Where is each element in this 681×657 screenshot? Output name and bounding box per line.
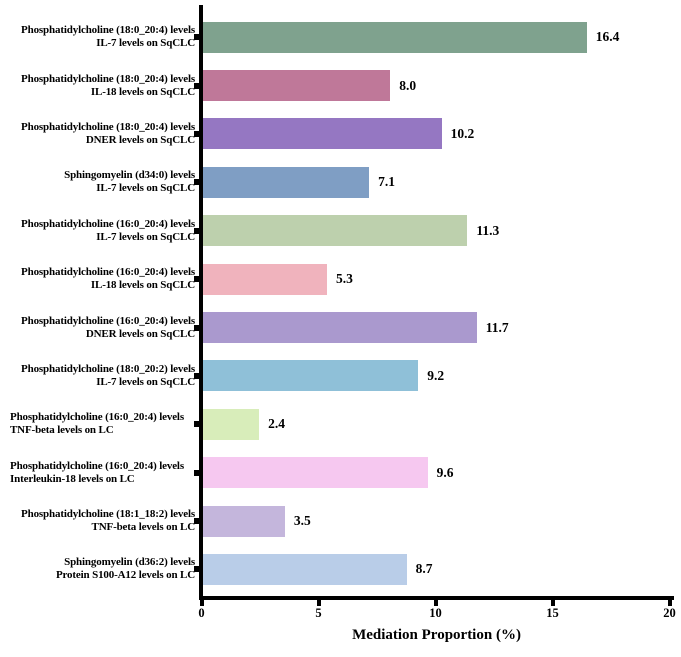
category-label: Phosphatidylcholine (16:0_20:4) levels I…: [21, 266, 195, 292]
bar-area: 5.3: [203, 263, 674, 295]
category-label: Phosphatidylcholine (18:0_20:4) levels I…: [21, 24, 195, 50]
bar: [203, 118, 442, 150]
category-label: Phosphatidylcholine (16:0_20:4) levels T…: [10, 411, 184, 437]
bar-area: 11.3: [203, 215, 674, 247]
category-label: Phosphatidylcholine (18:1_18:2) levels T…: [21, 508, 195, 534]
bar-row: Phosphatidylcholine (16:0_20:4) levels I…: [0, 449, 674, 497]
x-axis-tick: [550, 600, 555, 606]
x-axis-tick: [199, 600, 204, 606]
category-label: Phosphatidylcholine (18:0_20:4) levels D…: [21, 120, 195, 146]
bar-area: 3.5: [203, 505, 674, 537]
y-axis-tick: [194, 324, 199, 331]
bar-area: 16.4: [203, 21, 674, 53]
category-label: Phosphatidylcholine (16:0_20:4) levels I…: [21, 217, 195, 243]
x-axis-tick: [433, 600, 438, 606]
bar-value-label: 8.7: [415, 561, 433, 577]
category-label: Sphingomyelin (d36:2) levels Protein S10…: [55, 556, 195, 582]
bar: [203, 166, 370, 198]
bar: [203, 263, 328, 295]
bar-value-label: 8.0: [399, 77, 417, 93]
y-axis-tick: [194, 82, 199, 89]
bar-rows-container: Phosphatidylcholine (18:0_20:4) levels I…: [0, 13, 674, 594]
x-axis-tick-label: 15: [546, 606, 559, 620]
y-axis-tick: [194, 34, 199, 41]
bar-row: Phosphatidylcholine (18:0_20:4) levels D…: [0, 110, 674, 158]
bar-value-label: 9.2: [427, 367, 445, 383]
bar-row: Phosphatidylcholine (16:0_20:4) levels I…: [0, 255, 674, 303]
bar-area: 11.7: [203, 312, 674, 344]
x-axis-tick: [667, 600, 672, 606]
x-axis-tick: [316, 600, 321, 606]
bar-row: Phosphatidylcholine (16:0_20:4) levels D…: [0, 303, 674, 351]
x-axis-tick-label: 20: [663, 606, 676, 620]
category-label: Phosphatidylcholine (16:0_20:4) levels D…: [21, 314, 195, 340]
bar-row: Phosphatidylcholine (16:0_20:4) levels I…: [0, 207, 674, 255]
bar-value-label: 9.6: [436, 464, 454, 480]
bar-value-label: 16.4: [595, 29, 620, 45]
bar: [203, 505, 285, 537]
bar-row: Sphingomyelin (d34:0) levels IL-7 levels…: [0, 158, 674, 206]
bar: [203, 553, 407, 585]
y-axis-tick: [194, 469, 199, 476]
category-label: Phosphatidylcholine (18:0_20:4) levels I…: [21, 72, 195, 98]
bar-value-label: 5.3: [336, 271, 353, 287]
bar: [203, 215, 468, 247]
bar: [203, 70, 391, 102]
bar: [203, 21, 587, 53]
bar: [203, 360, 419, 392]
bar: [203, 312, 477, 344]
bar-row: Sphingomyelin (d36:2) levels Protein S10…: [0, 545, 674, 593]
category-label: Phosphatidylcholine (18:0_20:2) levels I…: [21, 362, 195, 388]
bar: [203, 408, 260, 440]
y-axis-tick: [194, 518, 199, 525]
bar-row: Phosphatidylcholine (18:0_20:4) levels I…: [0, 61, 674, 109]
bar-row: Phosphatidylcholine (16:0_20:4) levels T…: [0, 400, 674, 448]
y-axis-tick: [194, 179, 199, 186]
category-label: Sphingomyelin (d34:0) levels IL-7 levels…: [64, 169, 195, 195]
x-axis-tick-label: 5: [315, 606, 322, 620]
bar-row: Phosphatidylcholine (18:0_20:4) levels I…: [0, 13, 674, 61]
bar-area: 10.2: [203, 118, 674, 150]
y-axis-tick: [194, 227, 199, 234]
bar-row: Phosphatidylcholine (18:1_18:2) levels T…: [0, 497, 674, 545]
bar-value-label: 7.1: [378, 174, 395, 190]
x-axis-tick-label: 0: [198, 606, 205, 620]
bar-area: 9.6: [203, 457, 674, 489]
x-axis-line: [199, 596, 674, 600]
x-axis-tick-label: 10: [429, 606, 442, 620]
bar-area: 2.4: [203, 408, 674, 440]
bar-row: Phosphatidylcholine (18:0_20:2) levels I…: [0, 352, 674, 400]
y-axis-tick: [194, 372, 199, 379]
y-axis-line: [199, 5, 203, 600]
y-axis-tick: [194, 276, 199, 283]
bar-value-label: 11.3: [476, 222, 500, 238]
x-axis-title: Mediation Proportion (%): [352, 627, 521, 643]
bar-value-label: 10.2: [450, 125, 475, 141]
bar-area: 8.7: [203, 553, 674, 585]
bar-value-label: 3.5: [293, 513, 311, 529]
bar-area: 9.2: [203, 360, 674, 392]
y-axis-tick: [194, 566, 199, 573]
bar-value-label: 11.7: [485, 319, 509, 335]
bar-area: 7.1: [203, 166, 674, 198]
y-axis-tick: [194, 421, 199, 428]
y-axis-tick: [194, 130, 199, 137]
bar-value-label: 2.4: [268, 416, 286, 432]
bar-area: 8.0: [203, 70, 674, 102]
category-label: Phosphatidylcholine (16:0_20:4) levels I…: [10, 459, 184, 485]
bar: [203, 457, 428, 489]
